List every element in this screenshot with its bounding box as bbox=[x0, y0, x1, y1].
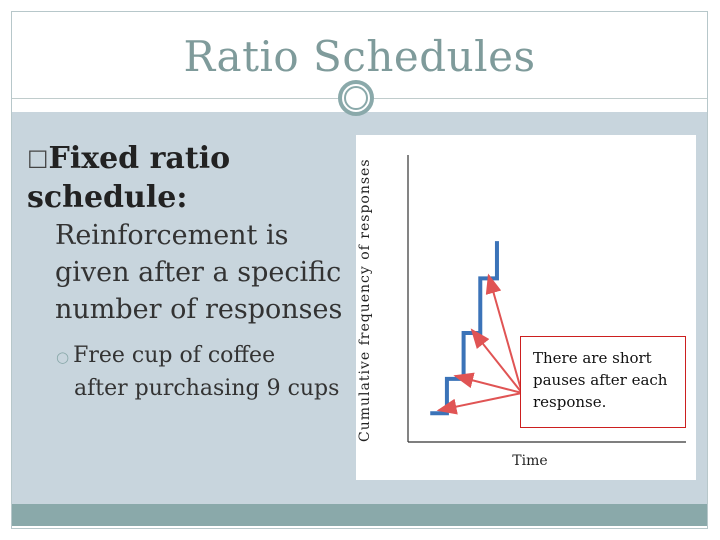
x-axis-label: Time bbox=[512, 453, 548, 469]
slide-title: Ratio Schedules bbox=[183, 32, 536, 81]
ring-inner-icon bbox=[344, 86, 368, 110]
bullet-box-icon: ☐ bbox=[27, 146, 49, 174]
slide-frame bbox=[11, 11, 708, 529]
title-divider-left bbox=[12, 98, 338, 99]
main-heading: Fixed ratio schedule: bbox=[27, 141, 231, 215]
annotation-box: There are short pauses after each respon… bbox=[520, 336, 686, 428]
footer-bar bbox=[12, 504, 707, 526]
sub-text-line1: Free cup of coffee bbox=[73, 343, 276, 368]
y-axis-label: Cumulative frequency of responses bbox=[357, 158, 373, 442]
pause-arrow-1 bbox=[453, 372, 523, 394]
staircase-series-0 bbox=[430, 241, 499, 416]
circle-bullet-icon: ○ bbox=[56, 348, 70, 366]
sub-bullet: ○ Free cup of coffee after purchasing 9 c… bbox=[56, 340, 346, 404]
sub-text-rest: after purchasing 9 cups bbox=[74, 376, 340, 401]
main-bullet: ☐Fixed ratio schedule: Reinforcement is … bbox=[27, 140, 357, 328]
chart-panel bbox=[356, 135, 696, 480]
main-text: Reinforcement is given after a specific … bbox=[55, 220, 343, 325]
title-divider-right bbox=[374, 98, 707, 99]
chart-svg bbox=[407, 155, 686, 443]
pause-arrow-3 bbox=[485, 273, 523, 394]
pause-arrow-0 bbox=[436, 392, 523, 415]
pause-arrow-2 bbox=[470, 328, 523, 394]
